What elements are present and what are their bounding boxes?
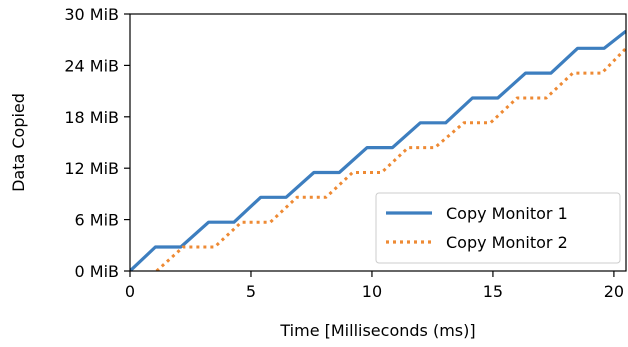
y-tick-label: 0 MiB xyxy=(75,262,120,281)
legend-label-2: Copy Monitor 2 xyxy=(446,233,568,252)
y-tick-label: 12 MiB xyxy=(64,159,119,178)
y-tick-label: 24 MiB xyxy=(64,56,119,75)
series-line-2 xyxy=(155,47,626,271)
x-tick-label: 10 xyxy=(362,282,382,301)
y-tick-label: 6 MiB xyxy=(75,211,120,230)
y-tick-label: 18 MiB xyxy=(64,108,119,127)
x-axis: 0 5 10 15 20 xyxy=(125,271,624,301)
plot-frame xyxy=(129,13,627,272)
y-axis: 0 MiB 6 MiB 12 MiB 18 MiB 24 MiB 30 MiB xyxy=(64,5,130,281)
x-tick-label: 5 xyxy=(246,282,256,301)
x-tick-label: 0 xyxy=(125,282,135,301)
x-axis-title: Time [Milliseconds (ms)] xyxy=(279,321,475,340)
legend: Copy Monitor 1 Copy Monitor 2 xyxy=(375,192,621,264)
y-axis-title: Data Copied xyxy=(9,93,28,192)
x-tick-label: 15 xyxy=(483,282,503,301)
x-tick-label: 20 xyxy=(604,282,624,301)
legend-box xyxy=(375,192,621,264)
series-layer xyxy=(130,29,626,271)
y-tick-label: 30 MiB xyxy=(64,5,119,24)
legend-label-1: Copy Monitor 1 xyxy=(446,204,568,223)
plot-area xyxy=(129,13,627,272)
series-line-1 xyxy=(130,29,626,271)
